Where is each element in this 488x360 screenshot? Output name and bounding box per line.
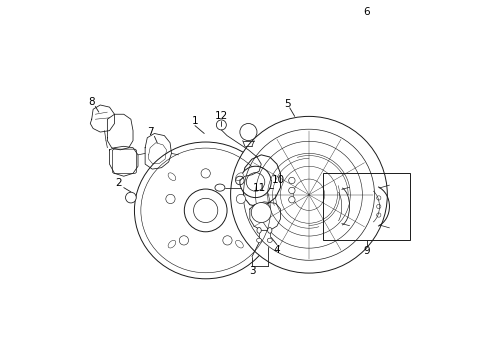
Ellipse shape <box>256 228 261 233</box>
Ellipse shape <box>235 240 243 248</box>
Circle shape <box>201 169 210 178</box>
Text: 11: 11 <box>252 183 265 193</box>
Ellipse shape <box>215 184 224 191</box>
Text: 4: 4 <box>273 244 280 255</box>
Circle shape <box>125 192 136 203</box>
Circle shape <box>288 187 294 194</box>
Text: 12: 12 <box>214 111 227 121</box>
Ellipse shape <box>134 142 276 279</box>
Text: 5: 5 <box>284 99 290 109</box>
Ellipse shape <box>168 173 175 180</box>
Text: 7: 7 <box>146 127 153 137</box>
Circle shape <box>236 194 245 204</box>
Circle shape <box>230 116 386 273</box>
Circle shape <box>223 236 232 245</box>
Circle shape <box>240 166 271 198</box>
Text: 2: 2 <box>115 178 122 188</box>
Text: 6: 6 <box>363 8 369 17</box>
Text: 8: 8 <box>88 97 95 107</box>
Bar <box>323 173 409 240</box>
Ellipse shape <box>235 173 243 180</box>
Circle shape <box>288 177 294 184</box>
Bar <box>323 25 409 102</box>
Circle shape <box>184 189 226 232</box>
Text: 10: 10 <box>271 175 285 185</box>
Text: 1: 1 <box>191 116 198 126</box>
Text: 3: 3 <box>248 266 255 276</box>
Circle shape <box>288 197 294 203</box>
Ellipse shape <box>267 238 272 243</box>
Ellipse shape <box>267 228 271 233</box>
Circle shape <box>251 203 271 222</box>
Circle shape <box>179 236 188 245</box>
Ellipse shape <box>256 238 261 243</box>
Circle shape <box>165 194 175 204</box>
Ellipse shape <box>168 240 175 248</box>
Text: 9: 9 <box>363 246 369 256</box>
Circle shape <box>240 123 256 141</box>
